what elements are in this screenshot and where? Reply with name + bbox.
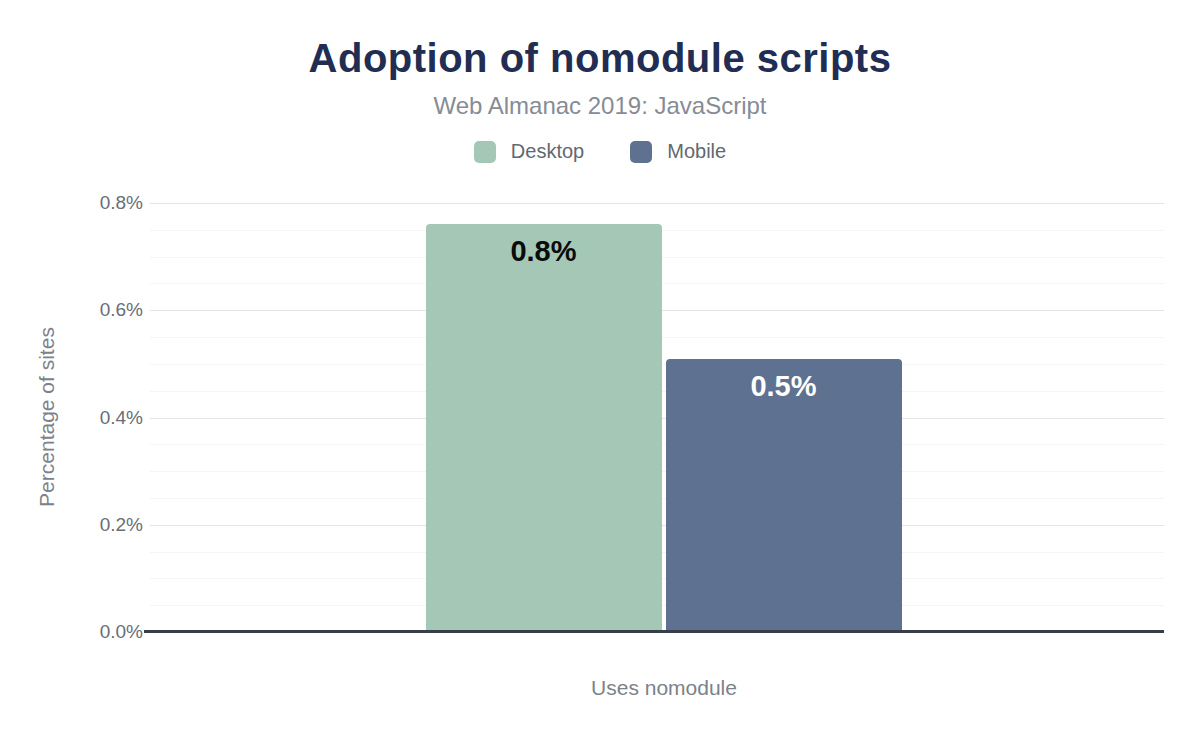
mobile-bar-value-label: 0.5% — [666, 370, 902, 403]
plot-area: 0.8% 0.5% — [150, 203, 1164, 632]
desktop-series-swatch — [474, 141, 496, 163]
x-axis-category-label: Uses nomodule — [150, 676, 1164, 700]
legend: Desktop Mobile — [0, 140, 1200, 163]
y-tick-label: 0.6% — [0, 298, 143, 322]
y-tick-label: 0.2% — [0, 513, 143, 537]
y-tick-label: 0.0% — [0, 620, 143, 644]
chart-subtitle: Web Almanac 2019: JavaScript — [0, 92, 1200, 120]
mobile-series-swatch — [630, 141, 652, 163]
chart-title: Adoption of nomodule scripts — [0, 36, 1200, 81]
y-axis-tick-labels: 0.0%0.2%0.4%0.6%0.8% — [0, 203, 143, 632]
legend-label-mobile: Mobile — [667, 140, 726, 163]
legend-item-desktop[interactable]: Desktop — [474, 140, 584, 163]
y-tick-label: 0.4% — [0, 406, 143, 430]
mobile-bar[interactable]: 0.5% — [666, 359, 902, 632]
desktop-bar[interactable]: 0.8% — [426, 224, 662, 632]
legend-label-desktop: Desktop — [511, 140, 584, 163]
desktop-bar-value-label: 0.8% — [426, 235, 662, 268]
legend-item-mobile[interactable]: Mobile — [630, 140, 726, 163]
y-tick-label: 0.8% — [0, 191, 143, 215]
bar-group: 0.8% 0.5% — [150, 203, 1164, 632]
x-axis-line — [144, 630, 1164, 633]
nomodule-adoption-chart: Adoption of nomodule scripts Web Almanac… — [0, 0, 1200, 742]
